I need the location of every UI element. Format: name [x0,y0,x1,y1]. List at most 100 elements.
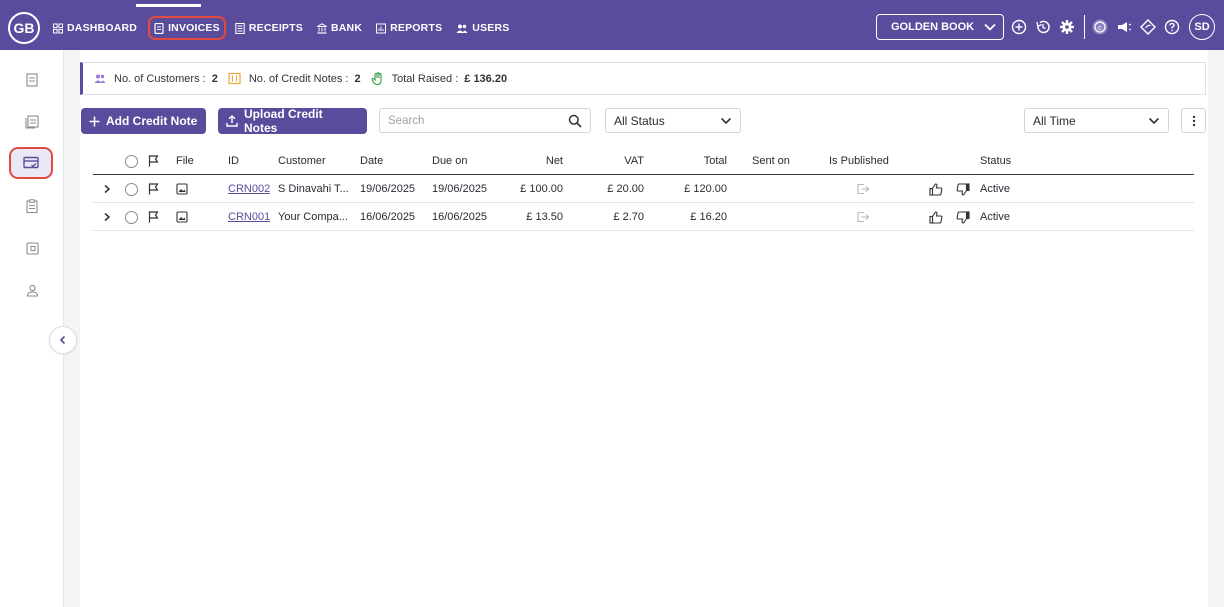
users-icon [93,72,107,86]
main-nav: DASHBOARD INVOICES RECEIPTS BANK REPORTS… [50,16,520,40]
search-input[interactable] [388,114,558,127]
add-credit-note-button[interactable]: Add Credit Note [81,108,206,134]
net-cell: £ 13.50 [526,211,563,223]
invoice-icon [26,73,38,87]
top-navigation-bar: GB DASHBOARD INVOICES RECEIPTS BANK REPO… [0,0,1224,50]
credit-notes-count-label: No. of Credit Notes : [248,72,349,85]
receipt-icon [235,22,245,34]
megaphone-icon[interactable] [1115,18,1133,36]
wallet-icon [25,241,39,255]
due-on-cell: 19/06/2025 [432,183,488,195]
history-icon[interactable] [1034,18,1052,36]
status-cell: Active [980,183,1010,195]
customer-cell: S Dinavahi T... [278,183,349,195]
expand-row-icon[interactable] [103,203,111,231]
add-credit-note-label: Add Credit Note [106,114,198,128]
chevron-down-icon [1148,117,1160,124]
column-id: ID [228,155,239,167]
user-icon [26,284,38,297]
expand-row-icon[interactable] [103,175,111,203]
flag-icon[interactable] [148,175,159,203]
sidebar-item-invoices[interactable] [22,70,42,90]
thumbs-down-icon[interactable] [956,203,970,231]
table-row[interactable]: CRN001 Your Compa... 16/06/2025 16/06/20… [93,203,1194,231]
table-header: File ID Customer Date Due on Net VAT Tot… [93,147,1194,175]
toolbar-divider [1084,15,1085,39]
column-date: Date [360,155,384,167]
nav-reports[interactable]: REPORTS [373,18,445,38]
total-raised-value: £ 136.20 [464,72,508,85]
chevron-down-icon [720,117,732,124]
time-filter-select[interactable]: All Time [1024,108,1169,133]
company-name: GOLDEN BOOK [891,21,975,33]
add-circle-icon[interactable] [1010,18,1028,36]
table-row[interactable]: CRN002 S Dinavahi T... 19/06/2025 19/06/… [93,175,1194,203]
upload-credit-notes-button[interactable]: Upload Credit Notes [218,107,367,135]
status-filter-select[interactable]: All Status [605,108,741,133]
nav-users[interactable]: USERS [453,18,512,38]
column-total: Total [703,155,727,167]
total-cell: £ 16.20 [690,211,727,223]
hand-raised-icon [371,71,385,86]
active-tab-indicator [136,4,201,7]
row-checkbox[interactable] [125,175,138,203]
column-net: Net [545,155,563,167]
row-checkbox[interactable] [125,203,138,231]
image-file-icon[interactable] [176,203,188,231]
credit-note-id-link[interactable]: CRN002 [228,183,271,195]
column-vat: VAT [624,155,644,167]
nav-receipts[interactable]: RECEIPTS [232,18,306,38]
total-cell: £ 120.00 [684,183,727,195]
plus-icon [89,116,100,127]
help-icon[interactable] [1163,18,1181,36]
bank-icon [316,22,327,34]
sidebar-item-credit-notes[interactable] [9,147,53,179]
column-is-published: Is Published [829,155,889,167]
credits-icon[interactable]: c [1091,18,1109,36]
column-customer: Customer [278,155,326,167]
due-on-cell: 16/06/2025 [432,211,488,223]
vat-cell: £ 20.00 [607,183,644,195]
publish-icon[interactable] [856,203,870,231]
gear-icon[interactable] [1058,18,1076,36]
diamond-sign-icon[interactable] [1139,18,1157,36]
date-cell: 19/06/2025 [360,183,416,195]
thumbs-down-icon[interactable] [956,175,970,203]
user-avatar[interactable]: SD [1189,14,1215,40]
nav-invoices[interactable]: INVOICES [148,16,226,40]
column-status: Status [980,155,1012,167]
summary-bar: No. of Customers : 2 No. of Credit Notes… [80,62,1206,95]
net-cell: £ 100.00 [520,183,563,195]
thumbs-up-icon[interactable] [929,175,943,203]
sidebar-item-quotes[interactable] [22,112,42,132]
total-raised-label: Total Raised : [391,72,459,85]
publish-icon[interactable] [856,175,870,203]
svg-text:c: c [1098,24,1102,32]
flag-icon [148,147,159,175]
image-file-icon[interactable] [176,175,188,203]
sidebar-item-statements[interactable] [22,196,42,216]
nav-bank[interactable]: BANK [314,18,365,38]
collapse-sidebar-button[interactable] [49,326,77,354]
clipboard-icon [26,199,38,213]
main-content: No. of Customers : 2 No. of Credit Notes… [80,50,1208,607]
report-icon [376,23,387,33]
customer-cell: Your Compa... [278,211,348,223]
search-field [379,108,591,133]
users-icon [456,24,468,33]
search-icon[interactable] [568,114,582,128]
chevron-left-icon [59,335,66,345]
customers-count-value: 2 [211,72,218,85]
select-all-checkbox[interactable] [125,147,138,175]
credit-note-id-link[interactable]: CRN001 [228,211,271,223]
more-options-button[interactable] [1181,108,1206,133]
sidebar-item-customers[interactable] [22,280,42,300]
flag-icon[interactable] [148,203,159,231]
status-cell: Active [980,211,1010,223]
app-logo[interactable]: GB [8,12,40,44]
sidebar-item-wallet[interactable] [22,238,42,258]
company-selector[interactable]: GOLDEN BOOK [876,14,1004,40]
nav-dashboard[interactable]: DASHBOARD [50,18,140,38]
thumbs-up-icon[interactable] [929,203,943,231]
upload-credit-notes-label: Upload Credit Notes [244,107,323,135]
